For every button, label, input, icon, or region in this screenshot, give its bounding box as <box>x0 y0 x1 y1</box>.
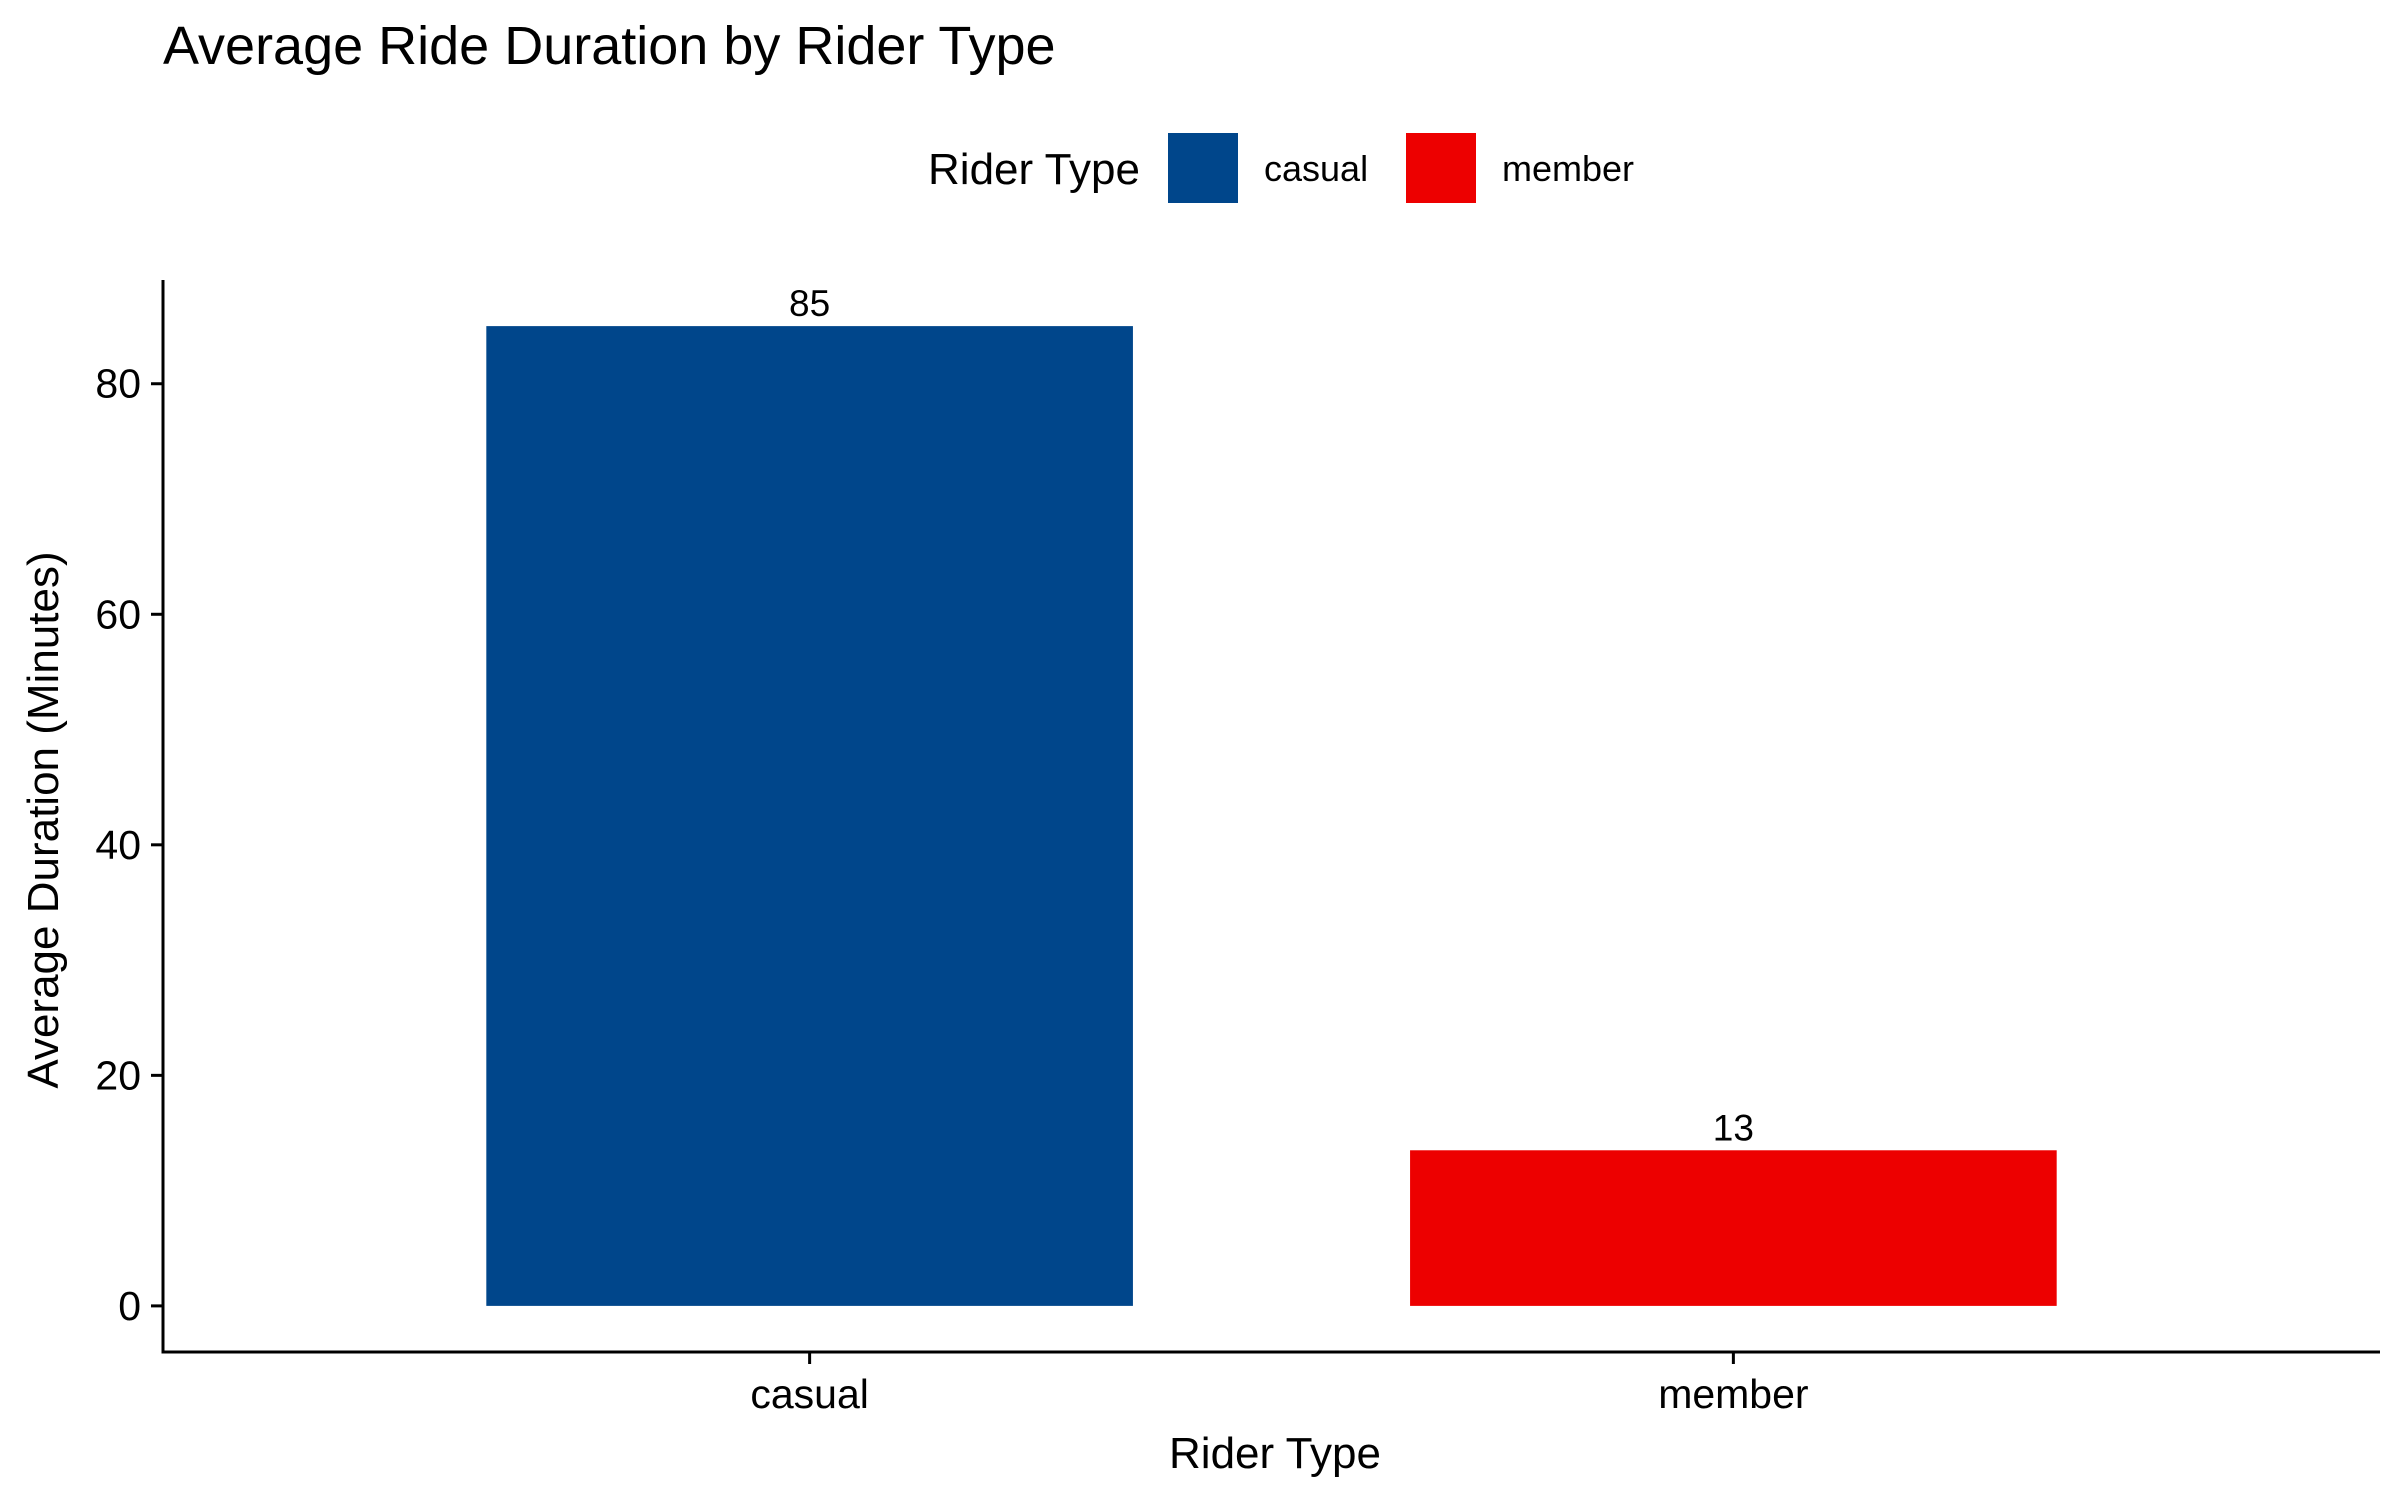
bar-member <box>1410 1150 2057 1306</box>
legend-label-member: member <box>1502 148 1634 189</box>
y-tick-label: 0 <box>118 1283 141 1329</box>
y-tick-label: 40 <box>95 822 141 868</box>
legend-key-casual <box>1168 133 1238 203</box>
y-axis-title: Average Duration (Minutes) <box>19 551 68 1088</box>
y-tick-label: 20 <box>95 1052 141 1098</box>
x-axis-title: Rider Type <box>1169 1429 1381 1478</box>
x-tick-label-casual: casual <box>750 1371 869 1417</box>
x-tick-label-member: member <box>1658 1371 1808 1417</box>
legend-title: Rider Type <box>928 145 1140 194</box>
legend-label-casual: casual <box>1264 148 1368 189</box>
plot-area: 85 13 0 20 40 60 80 casual member <box>95 280 2380 1417</box>
y-tick-label: 60 <box>95 591 141 637</box>
legend: Rider Type casual member <box>928 133 1634 203</box>
data-label-member: 13 <box>1713 1107 1754 1148</box>
legend-key-member <box>1406 133 1476 203</box>
data-label-casual: 85 <box>789 283 830 324</box>
chart-title: Average Ride Duration by Rider Type <box>163 16 1056 76</box>
bar-casual <box>486 326 1133 1306</box>
y-tick-label: 80 <box>95 361 141 407</box>
